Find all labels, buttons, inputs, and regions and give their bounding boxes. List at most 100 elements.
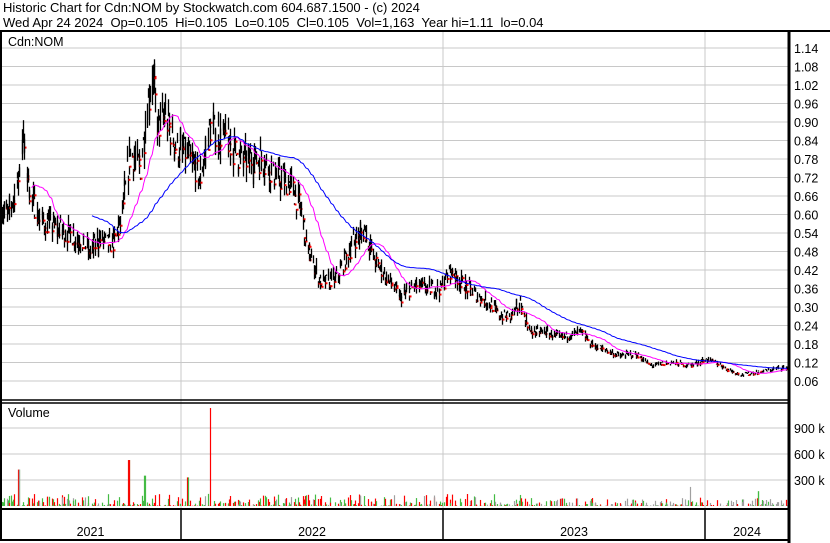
close-tick bbox=[235, 140, 238, 143]
close-tick bbox=[524, 314, 527, 317]
close-tick bbox=[228, 150, 231, 153]
close-tick bbox=[169, 122, 172, 125]
close-tick bbox=[430, 291, 433, 294]
close-tick bbox=[284, 184, 287, 187]
close-tick bbox=[345, 267, 348, 270]
close-tick bbox=[108, 244, 111, 247]
close-tick bbox=[175, 148, 178, 151]
close-tick bbox=[190, 154, 193, 157]
close-tick bbox=[717, 363, 720, 366]
close-tick bbox=[100, 239, 103, 242]
volume-tick-label: 900 k bbox=[794, 422, 825, 436]
close-tick bbox=[129, 165, 132, 168]
year-tick-label: 2021 bbox=[77, 525, 105, 539]
close-tick bbox=[243, 160, 246, 163]
close-tick bbox=[681, 362, 684, 365]
close-tick bbox=[321, 285, 324, 288]
close-tick bbox=[24, 146, 27, 149]
close-tick bbox=[34, 216, 37, 219]
close-tick bbox=[261, 159, 264, 162]
close-tick bbox=[401, 301, 404, 304]
close-tick bbox=[303, 218, 306, 221]
close-tick bbox=[330, 285, 333, 288]
volume-panel-label: Volume bbox=[8, 406, 50, 420]
close-tick bbox=[721, 364, 724, 367]
price-panel-label: Cdn:NOM bbox=[8, 35, 64, 49]
close-tick bbox=[457, 283, 460, 286]
price-tick-label: 0.72 bbox=[794, 172, 818, 186]
close-tick bbox=[585, 338, 588, 341]
close-tick bbox=[439, 288, 442, 291]
price-bars bbox=[0, 59, 789, 377]
close-tick bbox=[183, 148, 186, 151]
close-tick bbox=[149, 108, 152, 111]
close-tick bbox=[676, 361, 679, 364]
close-tick bbox=[246, 165, 249, 168]
volume-bars bbox=[0, 408, 789, 506]
close-tick bbox=[190, 152, 193, 155]
grid bbox=[0, 32, 789, 540]
close-tick bbox=[43, 219, 46, 222]
close-tick bbox=[270, 180, 273, 183]
close-tick bbox=[167, 129, 170, 132]
close-tick bbox=[757, 372, 760, 375]
close-tick bbox=[95, 247, 98, 250]
price-tick-label: 1.08 bbox=[794, 61, 818, 75]
close-tick bbox=[110, 250, 113, 253]
close-tick bbox=[45, 231, 48, 234]
close-tick bbox=[238, 166, 241, 169]
close-tick bbox=[318, 282, 321, 285]
close-tick bbox=[394, 288, 397, 291]
close-tick bbox=[607, 351, 610, 354]
close-tick bbox=[279, 181, 282, 184]
close-tick bbox=[511, 314, 514, 317]
close-tick bbox=[173, 143, 176, 146]
year-tick-label: 2024 bbox=[733, 525, 761, 539]
price-tick-label: 0.90 bbox=[794, 116, 818, 130]
short-moving-average-line bbox=[31, 114, 788, 374]
price-tick-label: 0.06 bbox=[794, 375, 818, 389]
price-tick-label: 0.18 bbox=[794, 338, 818, 352]
close-tick bbox=[299, 193, 302, 196]
price-tick-label: 0.42 bbox=[794, 264, 818, 278]
close-tick bbox=[225, 132, 228, 135]
close-tick bbox=[155, 93, 158, 96]
close-tick bbox=[439, 293, 442, 296]
close-tick bbox=[567, 338, 570, 341]
close-tick bbox=[582, 330, 585, 333]
close-tick bbox=[29, 200, 32, 203]
close-tick bbox=[144, 152, 147, 155]
close-tick bbox=[343, 270, 346, 273]
close-tick bbox=[67, 240, 70, 243]
close-tick bbox=[465, 291, 468, 294]
close-tick bbox=[444, 287, 447, 290]
close-tick bbox=[470, 287, 473, 290]
close-tick bbox=[264, 173, 267, 176]
close-tick bbox=[200, 181, 203, 184]
close-tick bbox=[197, 159, 200, 162]
close-tick bbox=[98, 246, 101, 249]
close-tick bbox=[29, 195, 32, 198]
close-tick bbox=[294, 203, 297, 206]
close-tick bbox=[185, 157, 188, 160]
price-tick-label: 0.24 bbox=[794, 320, 818, 334]
close-tick bbox=[348, 258, 351, 261]
close-tick bbox=[164, 120, 167, 123]
close-tick bbox=[371, 248, 374, 251]
price-tick-label: 0.84 bbox=[794, 135, 818, 149]
close-tick bbox=[243, 156, 246, 159]
close-tick bbox=[386, 281, 389, 284]
close-tick bbox=[661, 363, 664, 366]
close-tick bbox=[159, 134, 162, 137]
close-tick bbox=[334, 280, 337, 283]
close-tick bbox=[363, 237, 366, 240]
close-tick bbox=[376, 256, 379, 259]
close-tick bbox=[251, 163, 254, 166]
close-tick bbox=[256, 161, 259, 164]
close-tick bbox=[132, 155, 135, 158]
year-tick-label: 2023 bbox=[560, 525, 588, 539]
close-tick bbox=[422, 281, 425, 284]
close-tick bbox=[467, 290, 470, 293]
close-tick bbox=[587, 339, 590, 342]
